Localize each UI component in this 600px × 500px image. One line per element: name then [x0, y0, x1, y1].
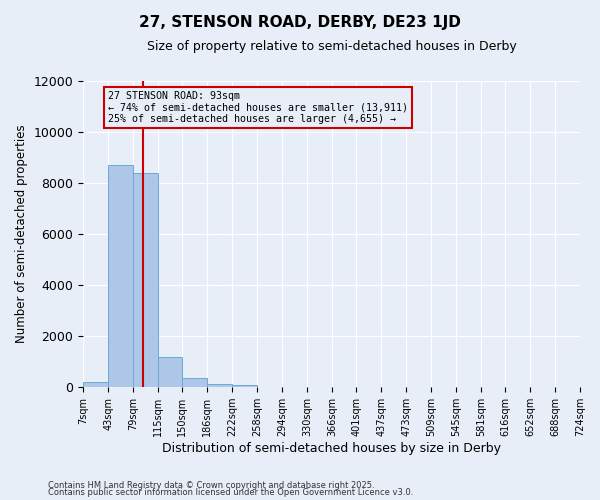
Bar [158, 356, 182, 387]
Bar [232, 385, 257, 387]
Text: Contains public sector information licensed under the Open Government Licence v3: Contains public sector information licen… [48, 488, 413, 497]
Bar [182, 378, 207, 387]
Bar [207, 384, 232, 387]
Bar [83, 382, 108, 387]
Title: Size of property relative to semi-detached houses in Derby: Size of property relative to semi-detach… [147, 40, 517, 53]
Text: Contains HM Land Registry data © Crown copyright and database right 2025.: Contains HM Land Registry data © Crown c… [48, 480, 374, 490]
Text: 27, STENSON ROAD, DERBY, DE23 1JD: 27, STENSON ROAD, DERBY, DE23 1JD [139, 15, 461, 30]
Bar [133, 172, 158, 387]
Bar [108, 165, 133, 387]
Y-axis label: Number of semi-detached properties: Number of semi-detached properties [15, 124, 28, 343]
Text: 27 STENSON ROAD: 93sqm
← 74% of semi-detached houses are smaller (13,911)
25% of: 27 STENSON ROAD: 93sqm ← 74% of semi-det… [108, 91, 408, 124]
X-axis label: Distribution of semi-detached houses by size in Derby: Distribution of semi-detached houses by … [162, 442, 501, 455]
